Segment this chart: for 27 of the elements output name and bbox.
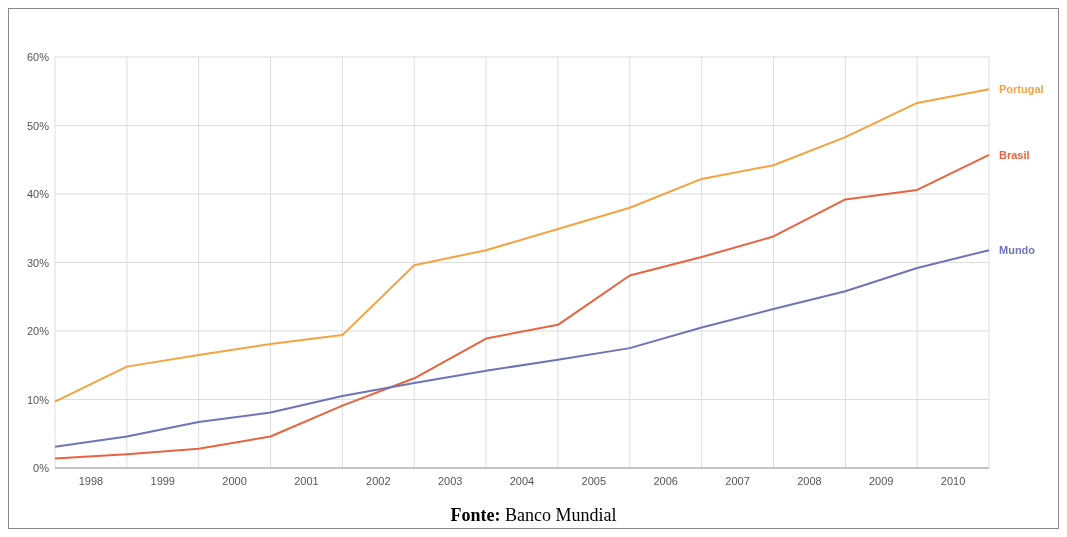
line-series bbox=[54, 88, 990, 403]
y-tick-label: 10% bbox=[26, 393, 50, 406]
x-tick-label: 2009 bbox=[868, 475, 894, 487]
y-tick-label: 0% bbox=[33, 462, 50, 474]
x-tick-label: 2003 bbox=[437, 475, 463, 487]
series-label: Brasil bbox=[999, 148, 1030, 161]
x-tick-label: 2006 bbox=[653, 475, 678, 487]
x-tick-label: 2001 bbox=[294, 475, 319, 487]
x-tick-label: 2004 bbox=[509, 475, 535, 487]
series-label: Mundo bbox=[999, 244, 1036, 257]
x-tick-label: 2000 bbox=[222, 475, 247, 487]
x-tick-label: 1999 bbox=[150, 475, 176, 487]
x-tick-label: 2007 bbox=[725, 475, 750, 487]
series-label: Portugal bbox=[999, 83, 1044, 96]
x-tick-label: 1998 bbox=[78, 475, 104, 487]
x-tick-label: 2008 bbox=[797, 475, 822, 487]
line-series bbox=[54, 249, 990, 448]
y-tick-label: 50% bbox=[26, 119, 50, 132]
line-series bbox=[54, 153, 990, 460]
x-tick-label: 2002 bbox=[366, 475, 391, 487]
y-tick-label: 20% bbox=[26, 325, 50, 337]
source-note: Fonte: Banco Mundial bbox=[450, 505, 617, 525]
x-tick-label: 2010 bbox=[940, 475, 966, 487]
y-tick-label: 40% bbox=[26, 188, 50, 200]
y-tick-label: 60% bbox=[26, 51, 50, 63]
x-tick-label: 2005 bbox=[581, 475, 607, 487]
y-tick-label: 30% bbox=[26, 256, 50, 269]
